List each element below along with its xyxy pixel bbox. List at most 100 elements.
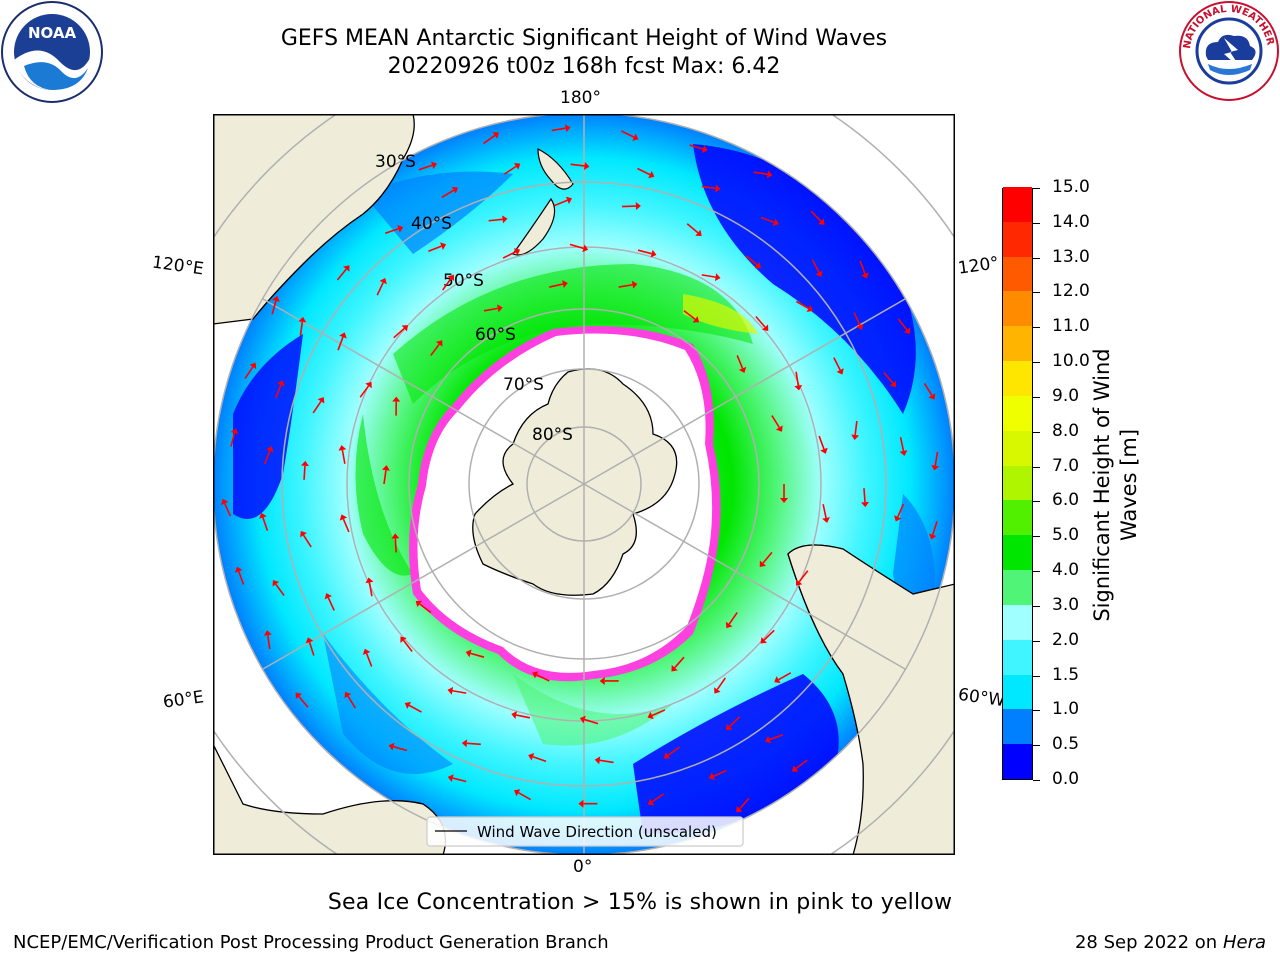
wave-arrow-shaft <box>923 383 933 396</box>
wave-arrow-head <box>317 397 325 404</box>
wave-arrow-head <box>726 723 733 731</box>
wave-arrow-shaft <box>383 470 387 485</box>
colorbar-tick-label: 1.0 <box>1052 699 1080 720</box>
wave-arrow-head <box>725 621 733 629</box>
new-zealand-land <box>537 148 574 190</box>
wave-arrow-shaft <box>262 517 269 532</box>
wave-arrow-head <box>894 515 902 522</box>
wave-arrow-head <box>708 772 716 780</box>
footer-date-text: 28 Sep 2022 on <box>1074 932 1218 953</box>
footer-host: Hera <box>1222 932 1266 953</box>
wave-arrow-head <box>259 512 267 519</box>
wave-arrow-head <box>861 501 870 508</box>
wave-arrow-shaft <box>430 343 440 356</box>
lat-label-70s: 70°S <box>503 375 544 395</box>
wave-arrow-head <box>795 579 803 586</box>
wave-arrow-head <box>365 381 372 389</box>
wave-arrow-shaft <box>336 268 347 281</box>
wave-arrow-head <box>738 366 747 374</box>
colorbar-tick <box>1033 710 1040 712</box>
wave-arrow-shaft <box>755 315 766 328</box>
wave-arrow-shaft <box>408 704 422 713</box>
wave-arrow-head <box>391 533 400 539</box>
wave-arrow-head <box>663 752 671 759</box>
colorbar-tick <box>1033 362 1040 364</box>
wave-direction-arrows <box>221 124 940 813</box>
colorbar-tick <box>1033 501 1040 503</box>
wave-arrow-head <box>647 711 654 720</box>
wave-arrow-shaft <box>897 503 905 518</box>
wave-arrow-head <box>300 460 309 467</box>
wave-arrow-shaft <box>402 639 413 652</box>
wave-arrow-shaft <box>428 245 442 252</box>
wave-arrow-shaft <box>502 251 516 259</box>
wave-arrow-head <box>514 789 521 797</box>
wave-arrow-head <box>594 756 601 765</box>
colorbar-segment <box>1003 708 1032 745</box>
wave-arrow-head <box>761 324 769 331</box>
colorbar-tick-label: 14.0 <box>1052 211 1090 232</box>
wave-arrow-head <box>388 742 395 751</box>
colorbar-tick <box>1033 605 1040 607</box>
lat-label-60s: 60°S <box>475 325 516 345</box>
wave-arrow-shaft <box>931 521 938 535</box>
wave-arrow-shaft <box>466 742 481 746</box>
chart-subtitle: 20220926 t00z 168h fcst Max: 6.42 <box>387 54 781 79</box>
colorbar-segment <box>1003 743 1032 779</box>
wave-arrow-head <box>362 648 371 655</box>
wave-arrow-shaft <box>551 127 566 132</box>
wave-arrow-head <box>647 798 655 806</box>
wave-arrow-shaft <box>393 745 408 752</box>
colorbar-tick <box>1033 466 1040 468</box>
wave-arrow-shaft <box>795 300 809 310</box>
colorbar-tick <box>1033 188 1040 189</box>
wave-arrow-head <box>632 133 639 141</box>
wave-arrow-head <box>295 692 302 700</box>
wave-arrow-shaft <box>230 432 236 447</box>
wave-arrow-shaft <box>701 274 716 278</box>
wave-arrow-shaft <box>483 307 498 312</box>
wave-arrow-shaft <box>275 384 282 399</box>
wave-arrow-head <box>631 280 638 289</box>
wave-arrow-shaft <box>728 612 738 625</box>
wave-arrow-head <box>447 774 454 782</box>
wave-arrow-shaft <box>853 312 861 326</box>
wave-arrow-head <box>754 262 761 269</box>
colorbar-tick-label: 1.5 <box>1052 664 1080 685</box>
wave-arrow-shaft <box>863 488 866 503</box>
wave-arrow-shaft <box>359 385 370 398</box>
wave-arrow-head <box>582 244 589 253</box>
wave-arrow-head <box>822 517 830 523</box>
colorbar-segment <box>1003 360 1032 396</box>
wave-arrow-shaft <box>419 603 432 614</box>
wave-arrow-head <box>650 249 657 258</box>
wave-arrow-head <box>339 514 348 521</box>
wave-arrow-head <box>715 184 721 193</box>
wave-arrow-head <box>440 242 447 250</box>
wave-arrow-shaft <box>299 321 304 336</box>
wave-arrow-head <box>451 186 459 194</box>
wave-arrow-shaft <box>621 205 636 208</box>
wave-arrow-shaft <box>488 218 503 222</box>
lon-label-right-upper: 120° <box>956 253 1001 279</box>
wave-arrow-head <box>344 691 352 699</box>
wave-arrow-shaft <box>275 583 285 597</box>
wave-arrow-shaft <box>452 777 467 783</box>
wave-arrow-shaft <box>798 570 809 583</box>
wave-arrow-head <box>461 739 468 748</box>
wave-arrow-head <box>277 380 285 387</box>
footer-credit: NCEP/EMC/Verification Post Processing Pr… <box>13 932 609 953</box>
noaa-logo-text: NOAA <box>28 24 77 42</box>
wave-arrow-shaft <box>312 400 322 414</box>
colorbar-tick <box>1033 431 1040 433</box>
wave-arrow-head <box>774 676 781 684</box>
wave-arrow-head <box>339 332 347 339</box>
colorbar-tick-label: 0.0 <box>1052 769 1080 789</box>
wave-arrow-shaft <box>736 355 744 369</box>
colorbar-segment <box>1003 430 1032 466</box>
colorbar-tick-label: 2.0 <box>1052 629 1080 650</box>
wave-arrow-head <box>856 323 864 330</box>
wave-arrow-head <box>365 577 374 584</box>
wave-arrow-head <box>343 265 350 272</box>
wave-arrow-shaft <box>651 709 666 717</box>
